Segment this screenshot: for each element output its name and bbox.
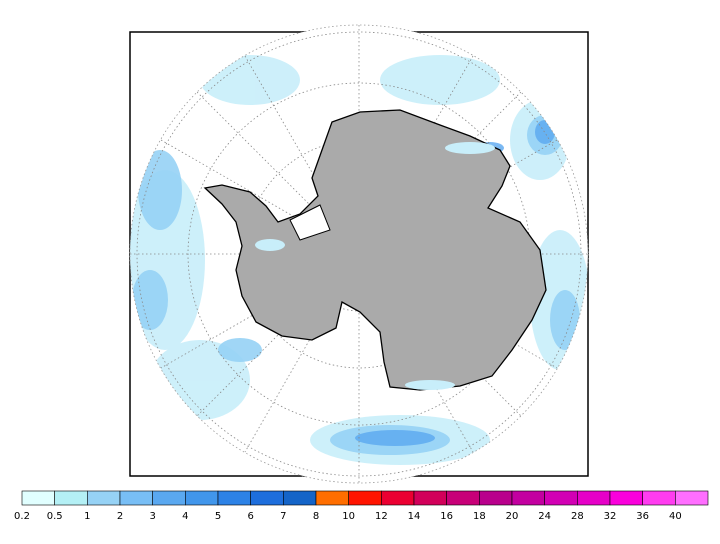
colorbar-box (315, 490, 349, 506)
colorbar-box (479, 490, 513, 506)
colorbar-box (21, 490, 55, 506)
colorbar-label: 28 (571, 511, 584, 522)
colorbar-label: 18 (473, 511, 486, 522)
colorbar-label: 7 (280, 511, 286, 522)
colorbar-label: 3 (149, 511, 155, 522)
colorbar-box (250, 490, 284, 506)
colorbar-box (381, 490, 415, 506)
ice-shelf (289, 204, 331, 241)
colorbar-label: 12 (375, 511, 388, 522)
colorbar-box (544, 490, 578, 506)
colorbar-box (54, 490, 88, 506)
colorbar-label: 0.5 (47, 511, 63, 522)
colorbar-box (642, 490, 676, 506)
colorbar-box (511, 490, 545, 506)
antarctica (203, 109, 547, 391)
colorbar-label: 4 (182, 511, 188, 522)
colorbar: 0.2 0.5 1 2 3 4 5 6 7 8 10 12 14 16 18 20 24 28 32 36 40 (14, 490, 709, 522)
colorbar-box (577, 490, 611, 506)
colorbar-box (348, 490, 382, 506)
colorbar-box (413, 490, 447, 506)
colorbar-label: 16 (440, 511, 453, 522)
colorbar-box (217, 490, 251, 506)
colorbar-box (185, 490, 219, 506)
colorbar-label: 8 (313, 511, 319, 522)
colorbar-label: 36 (636, 511, 649, 522)
colorbar-box (283, 490, 317, 506)
colorbar-box (119, 490, 153, 506)
colorbar-label: 0.2 (14, 511, 30, 522)
colorbar-label: 6 (247, 511, 253, 522)
map-boundary (129, 24, 589, 484)
coastal-precip (255, 142, 495, 390)
colorbar-label: 5 (215, 511, 221, 522)
colorbar-box (87, 490, 121, 506)
colorbar-label: 14 (408, 511, 421, 522)
colorbar-box (152, 490, 186, 506)
colorbar-box (609, 490, 643, 506)
colorbar-label: 40 (669, 511, 682, 522)
colorbar-label: 32 (604, 511, 617, 522)
colorbar-label: 20 (506, 511, 519, 522)
colorbar-box (446, 490, 480, 506)
colorbar-label: 10 (342, 511, 355, 522)
colorbar-label: 1 (84, 511, 90, 522)
colorbar-label: 2 (117, 511, 123, 522)
colorbar-box (675, 490, 709, 506)
colorbar-label: 24 (538, 511, 551, 522)
